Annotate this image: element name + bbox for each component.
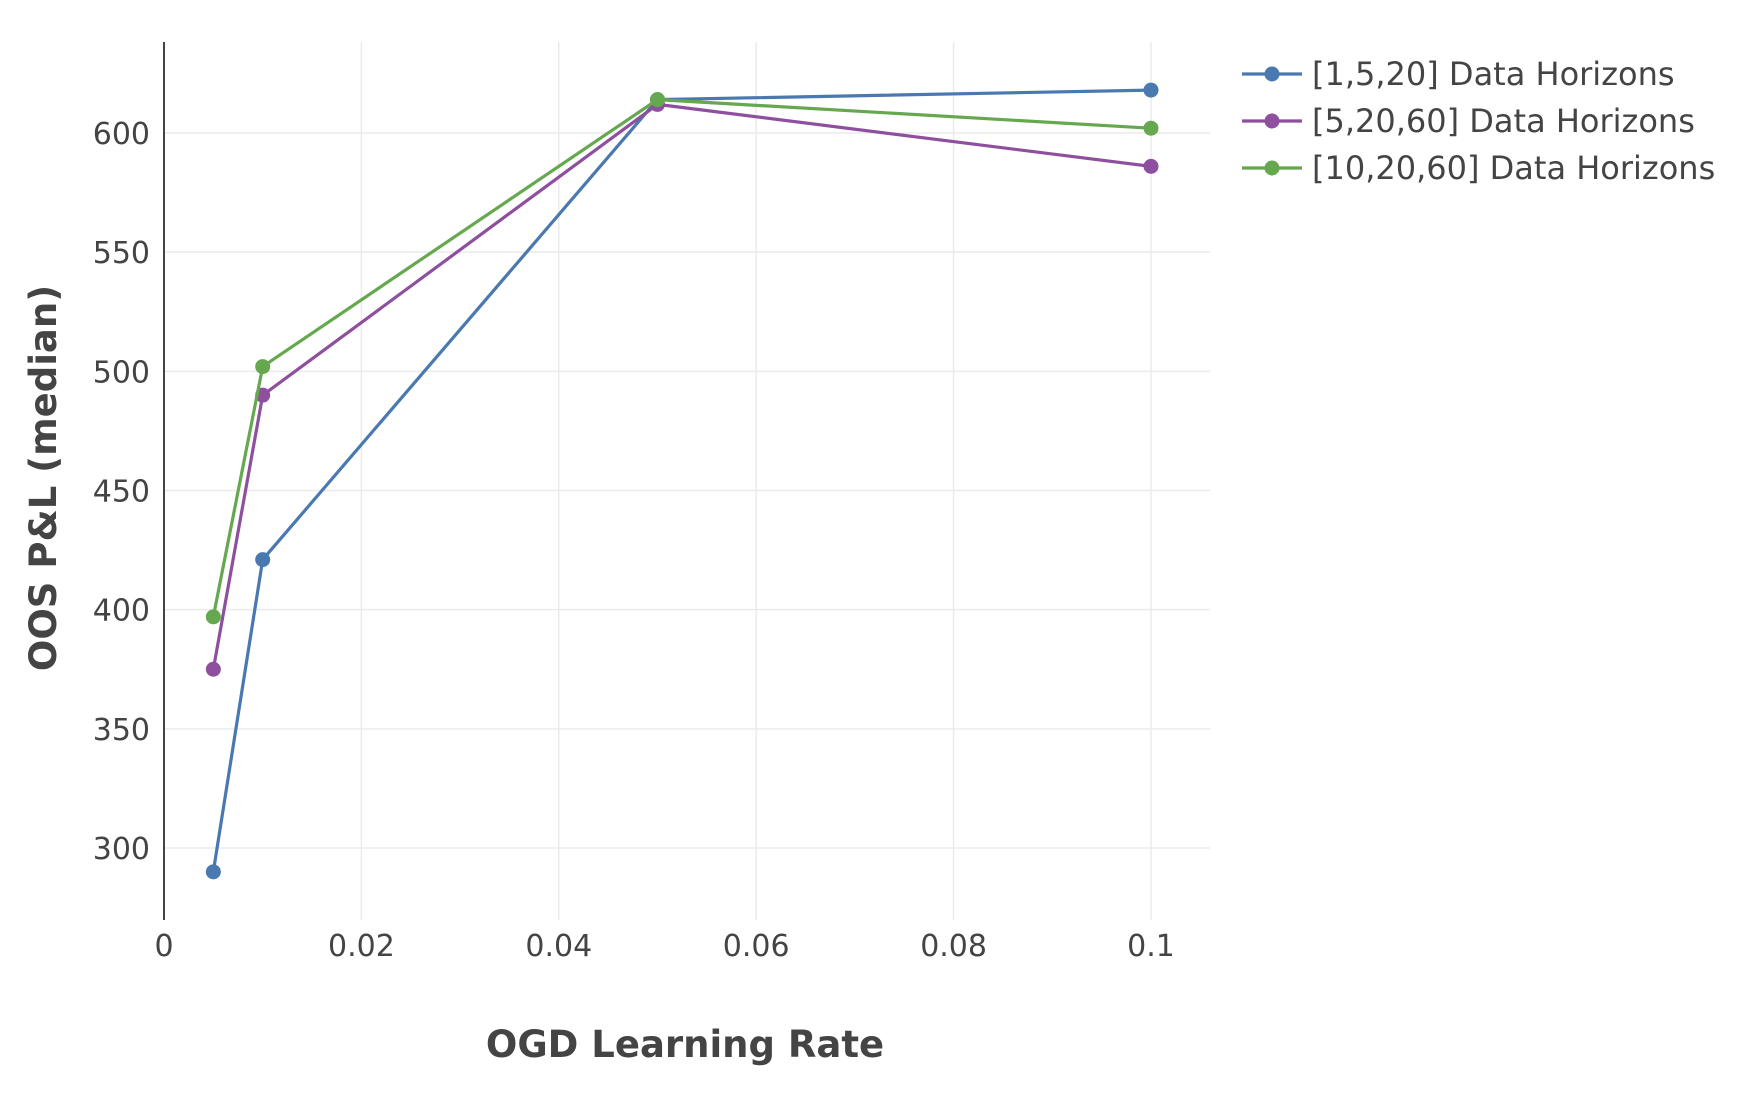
legend-swatch-marker [1264,160,1280,176]
data-point[interactable] [1143,120,1159,136]
data-point[interactable] [205,661,221,677]
series-3 [205,92,1159,625]
series-line [211,102,1152,670]
data-point[interactable] [1143,82,1159,98]
y-tick-label: 350 [93,713,150,748]
legend-item[interactable]: [10,20,60] Data Horizons [1242,149,1715,187]
x-axis-title: OGD Learning Rate [486,1023,884,1066]
y-tick-label: 550 [93,236,150,271]
legend[interactable]: [1,5,20] Data Horizons [5,20,60] Data Hor… [1242,55,1715,187]
x-tick-label: 0.04 [525,929,592,964]
series-line [211,88,1152,873]
data-point[interactable] [205,864,221,880]
legend-item[interactable]: [1,5,20] Data Horizons [1242,55,1675,93]
y-tick-label: 300 [93,832,150,867]
y-tick-label: 500 [93,355,150,390]
legend-swatch-marker [1264,66,1280,82]
series-line [211,97,1152,618]
y-axis-title: OOS P&L (median) [22,285,65,671]
x-tick-label: 0.06 [723,929,790,964]
y-tick-label: 400 [93,594,150,629]
y-tick-label: 450 [93,475,150,510]
grid-lines [164,42,1210,920]
series-lines [205,82,1159,880]
legend-label: [5,20,60] Data Horizons [1312,102,1695,140]
data-point[interactable] [255,552,271,568]
legend-swatch-marker [1264,113,1280,129]
data-point[interactable] [650,92,665,108]
axes: 0 0.02 0.04 0.06 0.08 0.1 300 350 400 450 500 550 60… [93,42,1175,964]
x-tick-label: 0.02 [328,929,395,964]
series-1 [205,82,1159,880]
x-tick-label: 0.08 [920,929,987,964]
legend-item[interactable]: [5,20,60] Data Horizons [1242,102,1695,140]
x-tick-label: 0.1 [1127,929,1175,964]
series-2 [205,96,1159,677]
legend-label: [10,20,60] Data Horizons [1312,149,1715,187]
data-point[interactable] [205,609,221,625]
legend-label: [1,5,20] Data Horizons [1312,55,1675,93]
data-point[interactable] [1143,158,1159,174]
y-tick-label: 600 [93,117,150,152]
data-point[interactable] [255,359,271,375]
x-tick-label: 0 [154,929,173,964]
